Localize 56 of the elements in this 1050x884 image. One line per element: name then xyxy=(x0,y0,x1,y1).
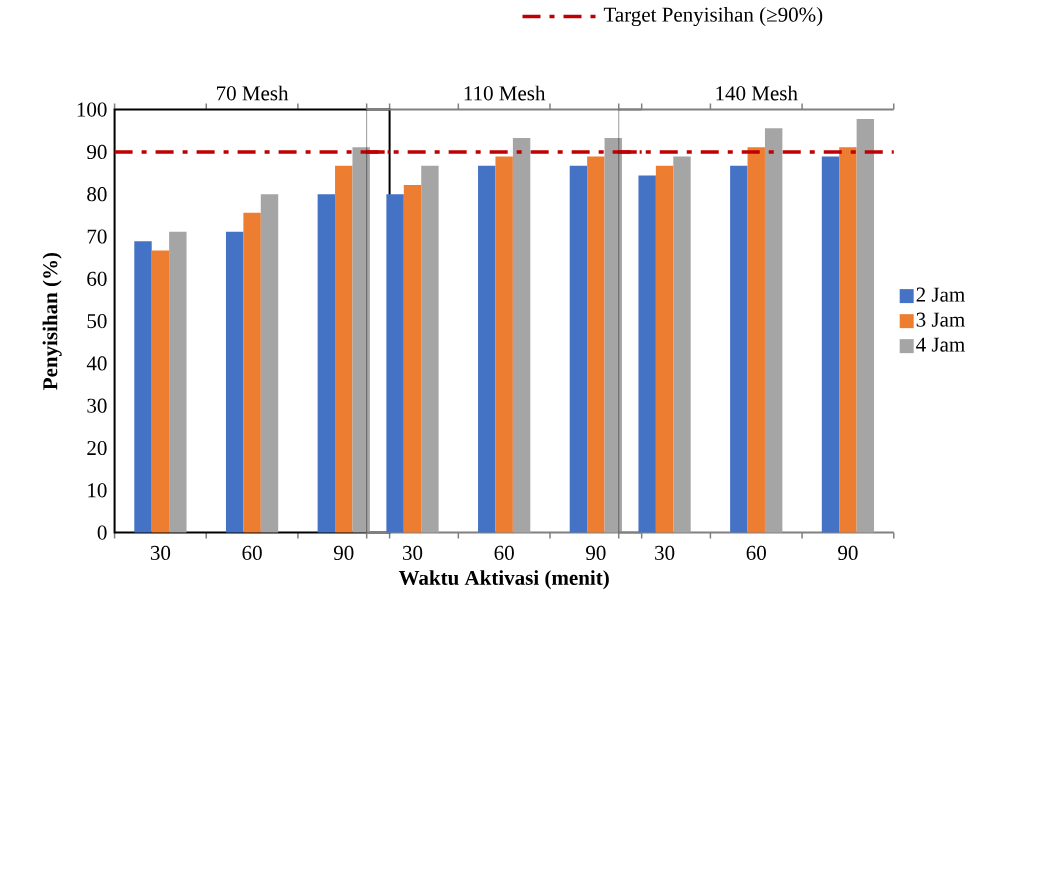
x-tick-label: 30 xyxy=(150,545,171,561)
y-axis-title: Penyisihan (%) xyxy=(42,253,62,391)
bar xyxy=(839,147,857,533)
y-tick-label: 20 xyxy=(87,441,107,456)
bar xyxy=(512,138,531,533)
bar xyxy=(386,194,404,533)
bar xyxy=(604,138,622,533)
x-tick-label: 90 xyxy=(333,545,354,561)
bar xyxy=(655,166,674,533)
y-tick-label: 0 xyxy=(97,525,107,540)
y-tick-label: 30 xyxy=(87,398,107,413)
chart-title: 70 Mesh xyxy=(217,85,289,101)
y-tick-label: 50 xyxy=(87,314,107,329)
y-tick-label: 60 xyxy=(87,271,107,287)
bar xyxy=(730,166,748,533)
y-tick-label: 100 xyxy=(77,102,107,117)
bar xyxy=(495,156,513,533)
bar xyxy=(352,147,370,533)
bar xyxy=(747,147,765,533)
bar xyxy=(169,231,187,533)
bar xyxy=(335,166,353,533)
x-axis-title: Waktu Aktivasi (menit) xyxy=(398,570,609,590)
bar xyxy=(856,119,875,533)
chart-title: 140 Mesh xyxy=(716,85,798,101)
chart-title: 110 Mesh xyxy=(464,85,546,101)
legend-label: 2 Jam xyxy=(916,287,965,302)
y-tick-label: 80 xyxy=(87,187,107,202)
bar xyxy=(403,185,422,533)
bar xyxy=(421,166,439,533)
x-tick-label: 90 xyxy=(838,545,858,561)
x-tick-label: 60 xyxy=(494,545,514,561)
x-tick-label: 90 xyxy=(586,545,606,561)
legend-label: 4 Jam xyxy=(916,337,965,352)
x-tick-label: 60 xyxy=(242,545,262,561)
bar xyxy=(243,212,261,533)
x-tick-label: 30 xyxy=(403,545,423,561)
bar xyxy=(225,231,244,533)
bar xyxy=(317,194,336,533)
bar xyxy=(569,166,588,533)
y-tick-label: 70 xyxy=(87,229,107,244)
bar xyxy=(638,175,656,533)
bar xyxy=(260,194,279,533)
bar xyxy=(764,128,783,533)
bar xyxy=(587,156,605,533)
bar xyxy=(478,166,496,533)
y-tick-label: 90 xyxy=(87,144,107,160)
y-tick-label: 40 xyxy=(86,356,107,371)
bar xyxy=(151,250,170,533)
x-tick-label: 30 xyxy=(655,545,675,561)
y-tick-label: 10 xyxy=(88,483,107,498)
legend-label: 3 Jam xyxy=(916,312,965,327)
legend-label: Target Penyisihan (≥90%) xyxy=(603,7,823,27)
bar xyxy=(134,241,152,533)
bar xyxy=(821,156,840,533)
x-tick-label: 60 xyxy=(746,545,766,561)
bar xyxy=(673,156,691,533)
